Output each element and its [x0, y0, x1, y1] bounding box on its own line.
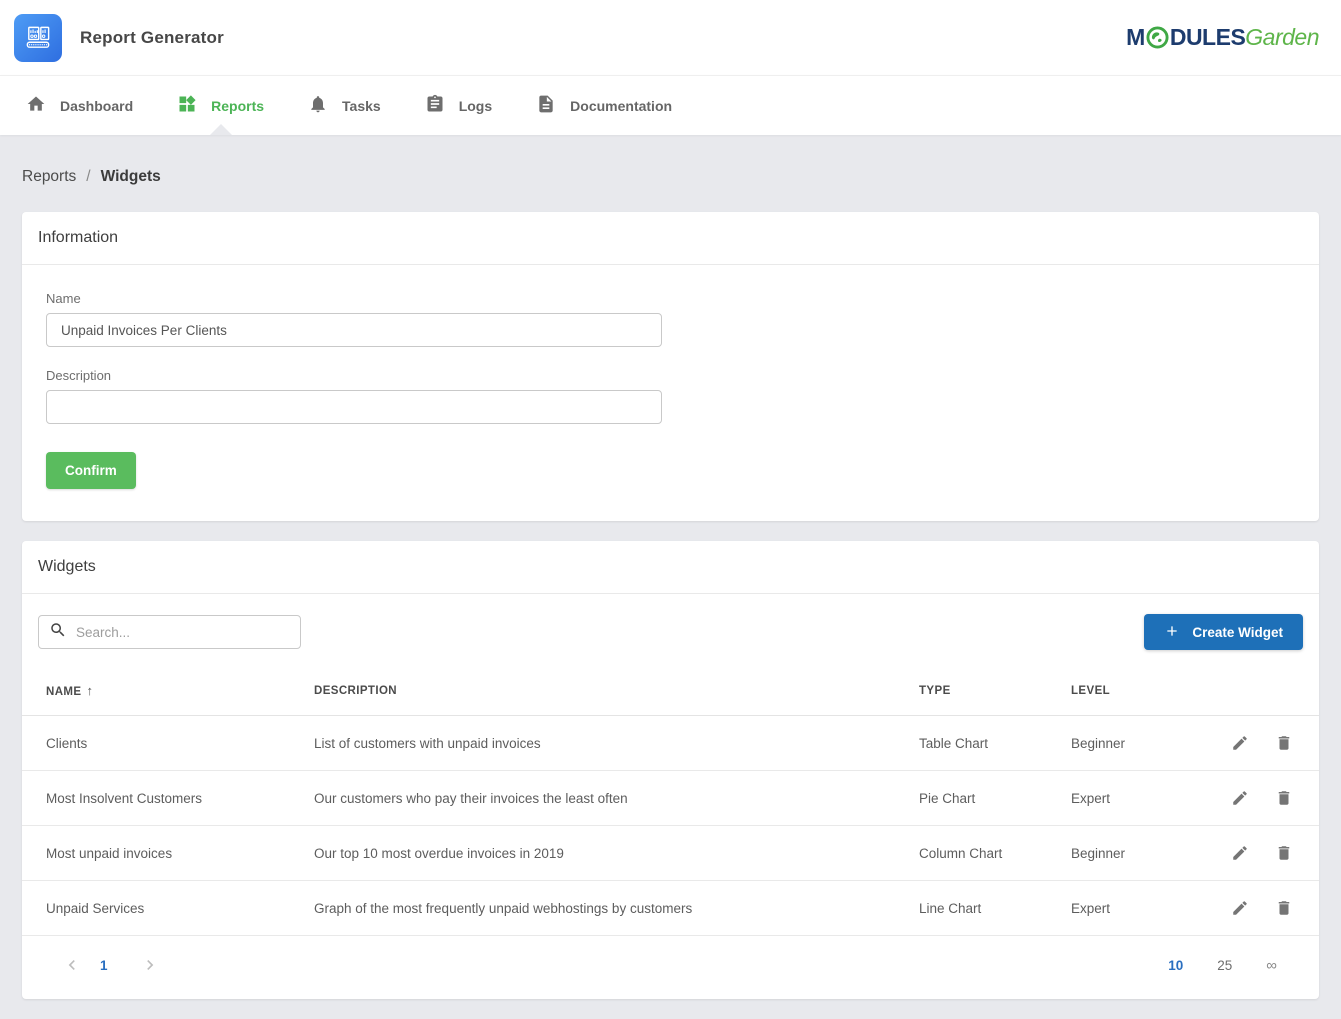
nav-item-dashboard[interactable]: Dashboard [4, 76, 155, 135]
cell-level: Expert [1047, 880, 1177, 936]
next-page-icon[interactable] [136, 951, 164, 979]
delete-icon[interactable] [1273, 787, 1295, 809]
nav-item-reports[interactable]: Reports [155, 76, 286, 135]
table-row: Most Insolvent Customers Our customers w… [22, 770, 1319, 826]
cell-type: Pie Chart [895, 770, 1047, 826]
breadcrumb: Reports / Widgets [0, 135, 1341, 212]
nav-item-label: Dashboard [60, 97, 134, 114]
search-box[interactable] [38, 615, 301, 649]
cell-type: Table Chart [895, 715, 1047, 771]
column-header-description[interactable]: DESCRIPTION [290, 666, 895, 716]
edit-icon[interactable] [1229, 787, 1251, 809]
search-icon [49, 621, 67, 644]
cell-type: Line Chart [895, 880, 1047, 936]
description-field-label: Description [46, 368, 112, 383]
create-widget-label: Create Widget [1192, 624, 1283, 640]
widgets-table: NAME ↑ DESCRIPTION TYPE LEVEL Clients Lis… [22, 666, 1319, 936]
widgets-card: Widgets Create Widget NAME↑ DESCRIPTION … [22, 541, 1319, 999]
widgets-icon [177, 94, 197, 117]
brand-logo: M DULES Garden [1126, 24, 1319, 51]
nav-item-label: Documentation [570, 97, 673, 114]
widgets-toolbar: Create Widget [22, 594, 1319, 666]
cell-type: Column Chart [895, 825, 1047, 881]
breadcrumb-widgets: Widgets [100, 168, 161, 185]
breadcrumb-separator: / [86, 168, 91, 185]
breadcrumb-reports[interactable]: Reports [22, 168, 77, 185]
cell-description: Our top 10 most overdue invoices in 2019 [290, 825, 895, 881]
column-header-type[interactable]: TYPE [895, 666, 1047, 716]
widgets-card-title: Widgets [22, 541, 1319, 594]
cell-name: Clients [22, 715, 290, 771]
page-size-25[interactable]: 25 [1217, 957, 1233, 973]
confirm-button[interactable]: Confirm [46, 452, 136, 489]
brand-text-dules: DULES [1169, 24, 1246, 50]
edit-icon[interactable] [1229, 732, 1251, 754]
information-card-title: Information [22, 212, 1319, 265]
column-header-level[interactable]: LEVEL [1047, 666, 1177, 716]
brand-text-m: M [1126, 24, 1145, 50]
edit-icon[interactable] [1229, 897, 1251, 919]
delete-icon[interactable] [1273, 897, 1295, 919]
clipboard-icon [425, 94, 445, 117]
cell-name: Unpaid Services [22, 880, 290, 936]
column-header-actions [1177, 666, 1319, 716]
table-row: Unpaid Services Graph of the most freque… [22, 880, 1319, 936]
nav-item-label: Tasks [342, 97, 381, 114]
sort-ascending-icon: ↑ [86, 683, 94, 698]
description-field[interactable] [46, 390, 662, 424]
name-field-label: Name [46, 291, 81, 306]
table-row: Most unpaid invoices Our top 10 most ove… [22, 825, 1319, 881]
page-size-10[interactable]: 10 [1168, 957, 1184, 973]
cell-level: Expert [1047, 770, 1177, 826]
page-size-selector: 10 25 ∞ [1168, 957, 1303, 974]
nav-item-logs[interactable]: Logs [403, 76, 514, 135]
delete-icon[interactable] [1273, 842, 1295, 864]
active-tab-notch [209, 124, 232, 135]
pagination: 1 10 25 ∞ [22, 936, 1319, 999]
document-icon [536, 94, 556, 117]
create-widget-button[interactable]: Create Widget [1144, 614, 1303, 650]
brand-text-garden: Garden [1245, 24, 1319, 50]
main-nav: Dashboard Reports Tasks Logs Documentati… [0, 75, 1341, 135]
cell-name: Most Insolvent Customers [22, 770, 290, 826]
cell-description: Our customers who pay their invoices the… [290, 770, 895, 826]
search-input[interactable] [76, 624, 290, 640]
cell-name: Most unpaid invoices [22, 825, 290, 881]
page-title: Report Generator [80, 27, 224, 47]
table-header-row: NAME ↑ DESCRIPTION TYPE LEVEL [22, 666, 1319, 716]
nav-item-label: Logs [458, 97, 493, 114]
app-logo-icon [14, 13, 62, 62]
cell-level: Beginner [1047, 825, 1177, 881]
globe-icon [1146, 26, 1169, 49]
nav-item-documentation[interactable]: Documentation [514, 76, 694, 135]
information-card: Information Name Description Confirm [22, 212, 1319, 521]
app-header: Report Generator M DULES Garden [0, 0, 1341, 75]
page-size-infinity-icon[interactable]: ∞ [1266, 956, 1277, 974]
page-number[interactable]: 1 [100, 957, 108, 973]
delete-icon[interactable] [1273, 732, 1295, 754]
home-icon [26, 94, 46, 117]
plus-icon [1164, 623, 1180, 642]
cell-description: List of customers with unpaid invoices [290, 715, 895, 771]
table-row: Clients List of customers with unpaid in… [22, 715, 1319, 771]
cell-level: Beginner [1047, 715, 1177, 771]
nav-item-label: Reports [211, 97, 265, 114]
previous-page-icon[interactable] [58, 951, 86, 979]
nav-item-tasks[interactable]: Tasks [286, 76, 403, 135]
cell-description: Graph of the most frequently unpaid webh… [290, 880, 895, 936]
column-header-name[interactable]: NAME ↑ [22, 666, 290, 716]
edit-icon[interactable] [1229, 842, 1251, 864]
name-field[interactable] [46, 313, 662, 347]
bell-icon [308, 94, 328, 117]
